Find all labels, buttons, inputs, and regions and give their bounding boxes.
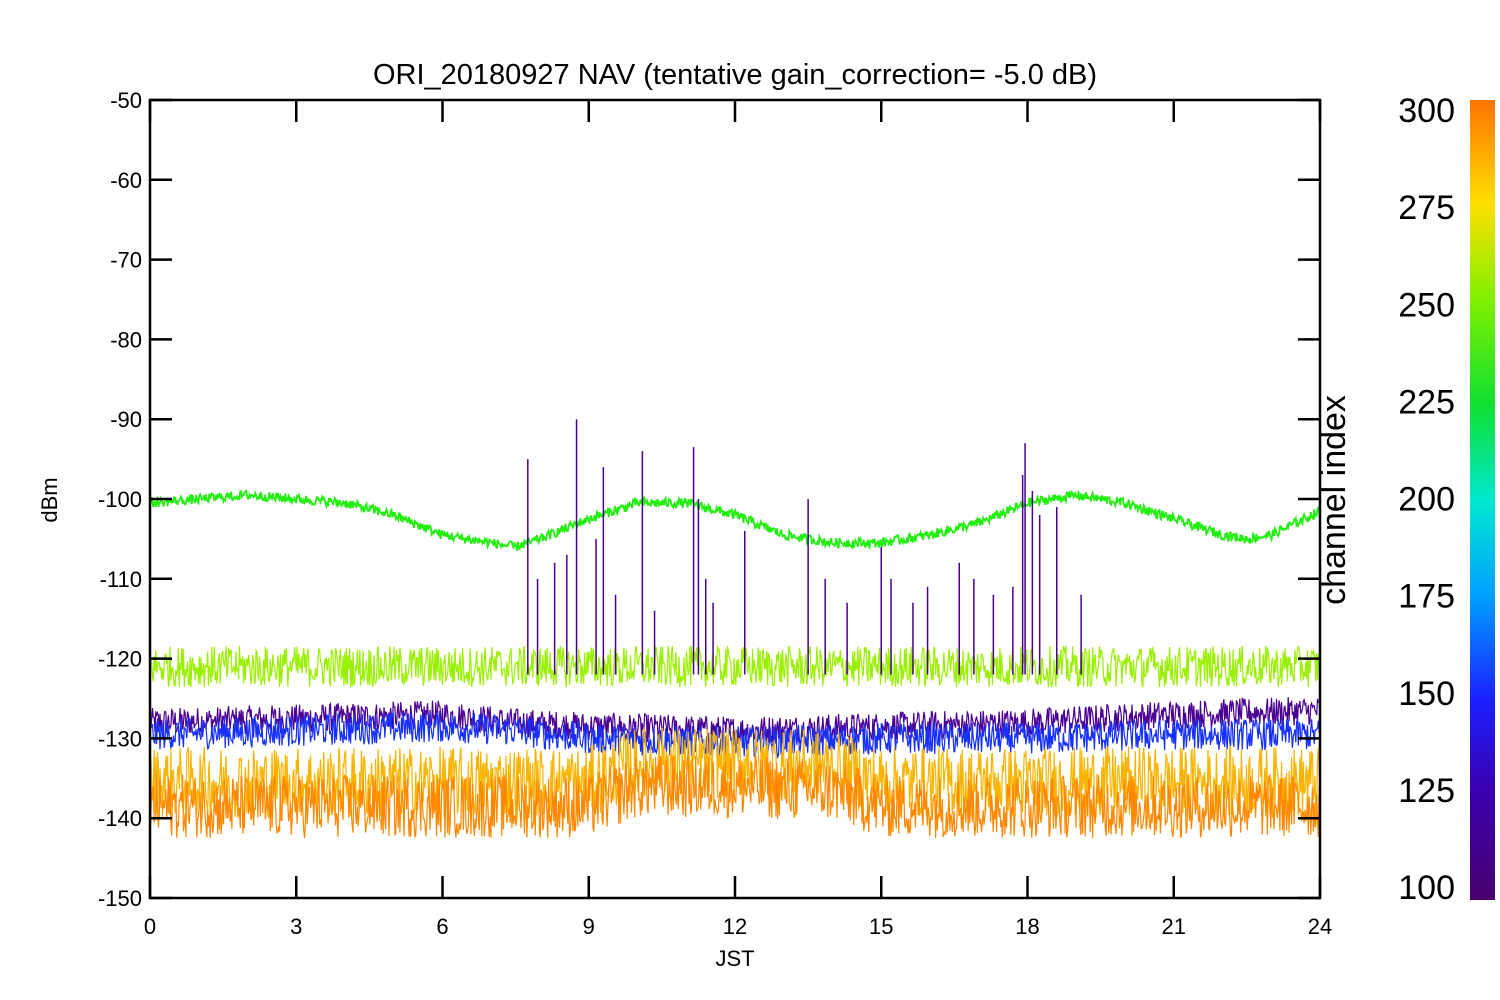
y-tick-label: -80: [110, 327, 142, 352]
x-tick-label: 24: [1308, 914, 1332, 939]
plot-area: [150, 419, 1320, 839]
colorbar-tick-label: 200: [1398, 481, 1455, 519]
colorbar-tick-label: 250: [1398, 286, 1455, 324]
series-line-ch130: [150, 710, 1320, 760]
colorbar-gradient: [1470, 100, 1495, 900]
series-line-ch295: [150, 755, 1320, 839]
colorbar-tick-label: 100: [1398, 869, 1455, 907]
colorbar-label: channel index: [1315, 395, 1353, 605]
y-tick-label: -110: [100, 567, 142, 592]
x-tick-label: 6: [436, 914, 448, 939]
colorbar-tick-label: 225: [1398, 383, 1455, 421]
x-tick-label: 12: [723, 914, 747, 939]
x-tick-label: 15: [869, 914, 893, 939]
colorbar-tick-label: 175: [1398, 578, 1455, 616]
x-tick-label: 3: [290, 914, 302, 939]
colorbar-tick-label: 300: [1398, 92, 1455, 130]
series-line-ch280: [150, 726, 1320, 821]
series-line-ch260: [150, 645, 1320, 688]
x-tick-label: 9: [583, 914, 595, 939]
colorbar-ticks: 100 125 150 175 200 225 250 275 300: [1398, 92, 1455, 907]
colorbar-tick-label: 150: [1398, 675, 1455, 713]
y-tick-label: -60: [110, 168, 142, 193]
y-tick-label: -50: [110, 88, 142, 113]
colorbar: 100 125 150 175 200 225 250 275 300 channel inde…: [1315, 92, 1495, 907]
y-tick-label: -130: [98, 726, 142, 751]
x-tick-label: 21: [1162, 914, 1186, 939]
x-tick-label: 0: [144, 914, 156, 939]
x-tick-label: 18: [1015, 914, 1039, 939]
y-tick-label: -140: [98, 806, 142, 831]
y-tick-label: -70: [110, 248, 142, 273]
y-tick-label: -100: [98, 487, 142, 512]
series-line-ch230: [150, 488, 1320, 551]
y-axis: -50 -60 -70 -80 -90 -100 -110 -120 -130 -140 -150: [98, 88, 1320, 911]
y-tick-label: -150: [98, 886, 142, 911]
y-tick-label: -90: [110, 407, 142, 432]
x-axis-label: JST: [715, 946, 754, 971]
y-tick-label: -120: [98, 647, 142, 672]
x-axis: 0 3 6 9 12 15 18 21 24: [144, 100, 1332, 939]
chart-title: ORI_20180927 NAV (tentative gain_correct…: [373, 59, 1097, 91]
colorbar-tick-label: 275: [1398, 189, 1455, 227]
y-axis-label: dBm: [37, 477, 62, 522]
colorbar-tick-label: 125: [1398, 772, 1455, 810]
